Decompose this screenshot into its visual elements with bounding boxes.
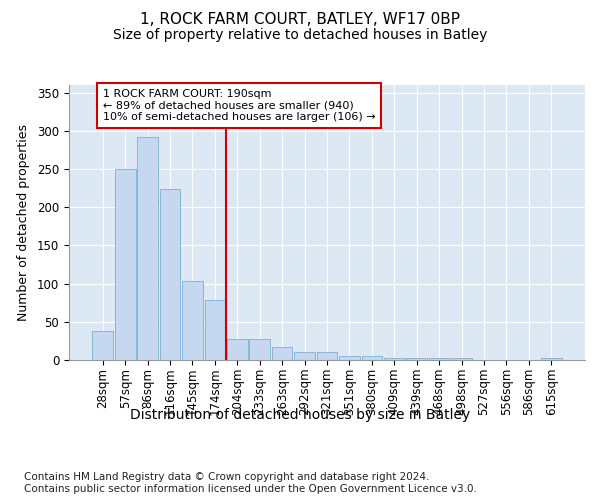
- Y-axis label: Number of detached properties: Number of detached properties: [17, 124, 30, 321]
- Bar: [272, 347, 292, 360]
- Bar: [317, 352, 337, 360]
- Text: 1 ROCK FARM COURT: 190sqm
← 89% of detached houses are smaller (940)
10% of semi: 1 ROCK FARM COURT: 190sqm ← 89% of detac…: [103, 89, 376, 122]
- Text: Distribution of detached houses by size in Batley: Distribution of detached houses by size …: [130, 408, 470, 422]
- Bar: [250, 338, 270, 360]
- Bar: [205, 300, 225, 360]
- Bar: [541, 358, 562, 360]
- Bar: [451, 358, 472, 360]
- Bar: [227, 338, 248, 360]
- Text: Contains HM Land Registry data © Crown copyright and database right 2024.
Contai: Contains HM Land Registry data © Crown c…: [24, 472, 477, 494]
- Bar: [115, 169, 136, 360]
- Bar: [429, 358, 449, 360]
- Bar: [182, 282, 203, 360]
- Text: Size of property relative to detached houses in Batley: Size of property relative to detached ho…: [113, 28, 487, 42]
- Bar: [92, 331, 113, 360]
- Bar: [384, 358, 404, 360]
- Bar: [406, 358, 427, 360]
- Bar: [137, 137, 158, 360]
- Bar: [160, 189, 181, 360]
- Bar: [294, 352, 315, 360]
- Bar: [362, 356, 382, 360]
- Text: 1, ROCK FARM COURT, BATLEY, WF17 0BP: 1, ROCK FARM COURT, BATLEY, WF17 0BP: [140, 12, 460, 28]
- Bar: [339, 356, 360, 360]
